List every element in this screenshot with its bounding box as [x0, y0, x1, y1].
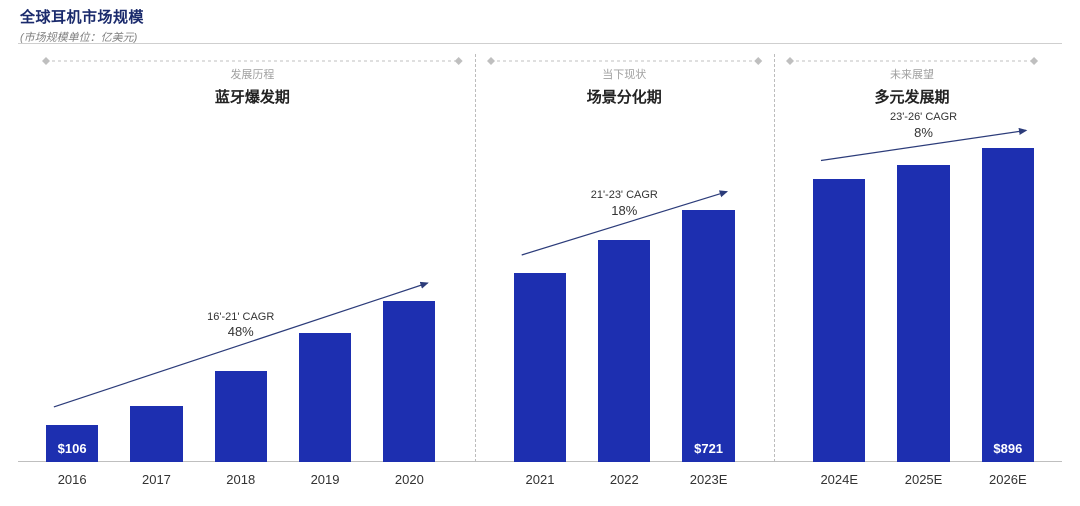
x-axis-label: 2024E: [797, 472, 881, 487]
x-axis-label: 2021: [498, 472, 582, 487]
bar: [813, 179, 865, 463]
bar-chart: 发展历程蓝牙爆发期当下现状场景分化期未来展望多元发展期 $106$721$896…: [30, 54, 1050, 490]
bar-slot: [383, 112, 435, 462]
bar-slot: [813, 112, 865, 462]
bar: [215, 371, 267, 462]
x-axis-label: 2026E: [966, 472, 1050, 487]
bar-slot: [215, 112, 267, 462]
x-axis-label: 2019: [283, 472, 367, 487]
x-axis-label: 2020: [367, 472, 451, 487]
bar: $896: [982, 148, 1034, 462]
bar: [598, 240, 650, 462]
page-title: 全球耳机市场规模: [20, 6, 144, 27]
bar: [897, 165, 949, 463]
x-axis-label: 2016: [30, 472, 114, 487]
section-title: 蓝牙爆发期: [40, 86, 465, 107]
section-title: 场景分化期: [485, 86, 764, 107]
bar-slot: $106: [46, 112, 98, 462]
group-divider: [475, 54, 476, 462]
bar: [383, 301, 435, 462]
bar-slot: [130, 112, 182, 462]
bar-value-label: $896: [982, 441, 1034, 456]
bar-value-label: $106: [46, 441, 98, 456]
bar-slot: [299, 112, 351, 462]
bar-slot: $721: [682, 112, 734, 462]
section-label: 当下现状: [485, 66, 764, 82]
section-header: 发展历程蓝牙爆发期: [40, 54, 465, 107]
bar-slot: [598, 112, 650, 462]
section-title: 多元发展期: [784, 86, 1040, 107]
bar: [514, 273, 566, 462]
bar: $106: [46, 425, 98, 462]
bar-slot: $896: [982, 112, 1034, 462]
group-divider: [774, 54, 775, 462]
header-divider: [18, 43, 1062, 44]
x-axis-label: 2025E: [881, 472, 965, 487]
bar: [130, 406, 182, 462]
bar-slot: [897, 112, 949, 462]
section-label: 发展历程: [40, 66, 465, 82]
x-axis-label: 2017: [114, 472, 198, 487]
bar-slot: [514, 112, 566, 462]
section-header: 当下现状场景分化期: [485, 54, 764, 107]
section-label: 未来展望: [784, 66, 1040, 82]
x-axis-label: 2022: [582, 472, 666, 487]
x-axis-label: 2018: [199, 472, 283, 487]
x-axis-label: 2023E: [666, 472, 750, 487]
section-header: 未来展望多元发展期: [784, 54, 1040, 107]
bar: $721: [682, 210, 734, 462]
bar: [299, 333, 351, 463]
bar-value-label: $721: [682, 441, 734, 456]
